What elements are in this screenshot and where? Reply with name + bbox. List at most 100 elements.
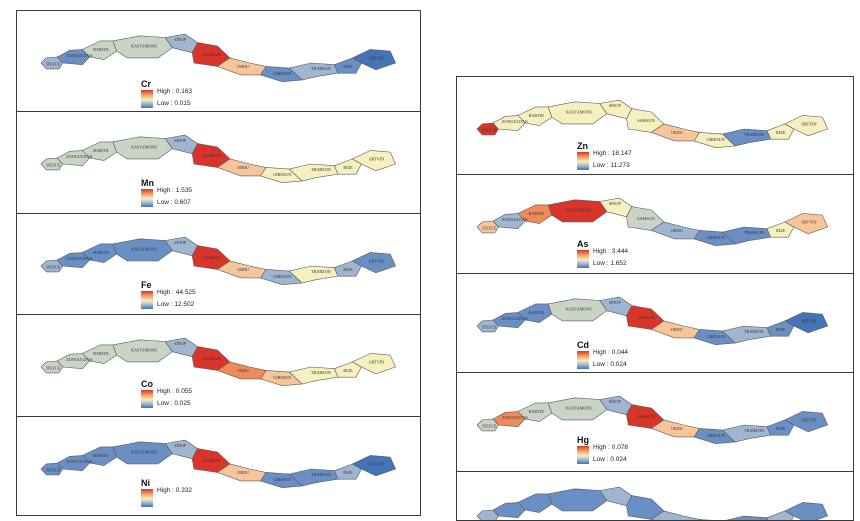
element-symbol: Ni xyxy=(141,478,150,488)
province-label: KASTAMONU xyxy=(566,406,592,411)
province-label: DÜZCE xyxy=(46,366,60,371)
province-label: BARTIN xyxy=(529,113,544,118)
province-label: SAMSUN xyxy=(637,216,654,221)
province-label: ARTVİN xyxy=(369,157,385,162)
province-shape xyxy=(547,298,608,322)
province-label: RİZE xyxy=(343,64,353,69)
province-label: ZONGULDAK xyxy=(66,357,92,362)
province-label: TRABZON xyxy=(744,132,764,137)
map-panel-fe: DÜZCE ZONGULDAK BARTIN KASTAMONU SİNOP SAMSUN… xyxy=(16,213,421,315)
province-label: SAMSUN xyxy=(203,52,220,57)
province-label: ARTVİN xyxy=(801,319,817,324)
province-label: BARTIN xyxy=(529,409,544,414)
province-label: RİZE xyxy=(776,327,786,332)
province-label: GİRESUN xyxy=(273,172,291,177)
province-shape xyxy=(112,238,173,262)
legend-low: Low : 0.025 xyxy=(157,400,191,407)
province-label: SİNOP xyxy=(174,443,187,448)
province-shape xyxy=(112,441,173,465)
province-label: RİZE xyxy=(776,130,786,135)
map-panel-hg: DÜZCE ZONGULDAK BARTIN KASTAMONU SİNOP SAMSUN… xyxy=(456,372,854,472)
element-symbol: Fe xyxy=(141,280,152,290)
province-shape xyxy=(351,150,397,172)
province-label: KASTAMONU xyxy=(131,145,157,150)
map-panel-as: DÜZCE ZONGULDAK BARTIN KASTAMONU SİNOP SAMSUN… xyxy=(456,174,854,274)
province-label: KASTAMONU xyxy=(131,348,157,353)
province-label: ORDU xyxy=(237,470,249,475)
element-symbol: Co xyxy=(141,379,153,389)
province-shape xyxy=(766,320,795,337)
province-label: GİRESUN xyxy=(273,71,291,76)
legend-high: High : 0.055 xyxy=(157,388,193,395)
province-label: DÜZCE xyxy=(482,424,496,429)
province-label: ORDU xyxy=(671,130,683,135)
province-label: SİNOP xyxy=(174,341,187,346)
color-ramp xyxy=(141,390,153,408)
province-shape xyxy=(766,123,795,140)
color-ramp xyxy=(577,446,589,464)
map-panel-cr: DÜZCE ZONGULDAK BARTIN KASTAMONU SİNOP SAMSUN… xyxy=(16,10,421,112)
province-label: TRABZON xyxy=(311,167,331,172)
province-label: SİNOP xyxy=(609,103,622,108)
province-label: ARTVİN xyxy=(801,418,817,423)
province-label: RİZE xyxy=(343,165,353,170)
legend-low: Low : 12.502 xyxy=(157,301,195,308)
province-label: GİRESUN xyxy=(273,375,291,380)
province-label: RİZE xyxy=(776,228,786,233)
province-label: ZONGULDAK xyxy=(66,459,92,464)
legend-low: Low : 0.607 xyxy=(157,199,191,206)
element-symbol: Hg xyxy=(577,435,589,445)
legend-low: Low : 0.015 xyxy=(157,100,191,107)
province-shape xyxy=(547,397,608,421)
province-label: BARTIN xyxy=(93,351,108,356)
province-label: KASTAMONU xyxy=(566,110,592,115)
province-label: GİRESUN xyxy=(273,477,291,482)
province-label: RİZE xyxy=(343,368,353,373)
map-panel-co: DÜZCE ZONGULDAK BARTIN KASTAMONU SİNOP SAMSUN… xyxy=(16,314,421,417)
province-shape xyxy=(351,455,397,477)
province-label: ORDU xyxy=(237,165,249,170)
province-shape xyxy=(766,221,795,238)
legend-low: Low : 11.273 xyxy=(593,162,630,169)
map-panel-partial xyxy=(456,471,854,521)
province-label: TRABZON xyxy=(744,329,764,334)
province-label: KASTAMONU xyxy=(131,44,157,49)
province-label: RİZE xyxy=(343,470,353,475)
province-label: GİRESUN xyxy=(707,235,725,240)
color-ramp xyxy=(577,152,589,170)
province-shape xyxy=(547,199,608,223)
map-panel-ni: DÜZCE ZONGULDAK BARTIN KASTAMONU SİNOP SAMSUN… xyxy=(16,416,421,516)
province-label: BARTIN xyxy=(93,47,108,52)
province-label: ARTVİN xyxy=(369,360,385,365)
province-label: TRABZON xyxy=(744,428,764,433)
province-label: ORDU xyxy=(671,327,683,332)
province-label: ARTVİN xyxy=(801,220,817,225)
province-shape xyxy=(112,136,173,160)
province-label: ARTVİN xyxy=(369,462,385,467)
province-shape xyxy=(784,312,829,334)
province-label: ZONGULDAK xyxy=(66,256,92,261)
legend-high: High : 3.444 xyxy=(593,248,629,255)
province-label: SAMSUN xyxy=(637,315,654,320)
province-label: ZONGULDAK xyxy=(66,154,92,159)
province-label: RİZE xyxy=(776,426,786,431)
province-shape xyxy=(334,463,362,480)
legend-high: High : 1.535 xyxy=(157,187,193,194)
province-shape xyxy=(784,115,829,137)
province-label: TRABZON xyxy=(311,66,331,71)
legend-high: High : 18.147 xyxy=(593,150,632,157)
province-shape xyxy=(693,230,736,247)
province-shape xyxy=(547,488,608,512)
province-shape xyxy=(334,260,362,277)
province-label: BARTIN xyxy=(529,310,544,315)
province-label: SİNOP xyxy=(609,201,622,206)
province-label: DÜZCE xyxy=(482,325,496,330)
province-label: TRABZON xyxy=(311,370,331,375)
